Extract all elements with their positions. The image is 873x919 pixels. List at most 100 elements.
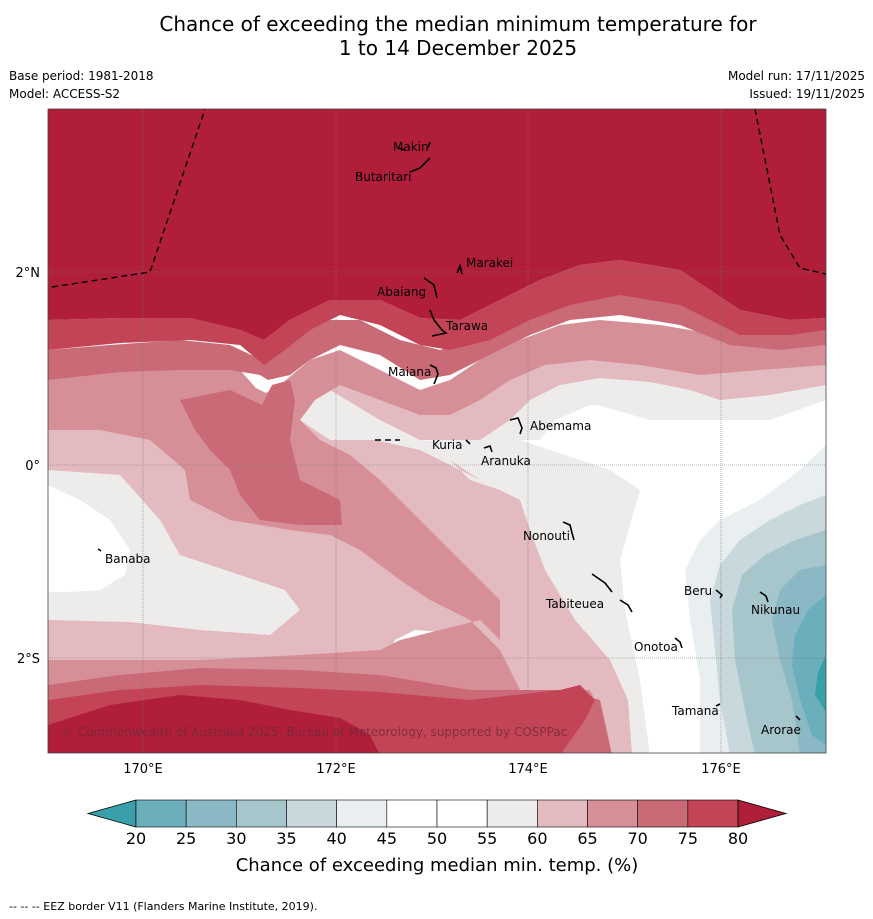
island-label-beru: Beru [684,584,712,598]
y-tick-2n: 2°N [16,266,41,281]
island-label-tamana: Tamana [671,704,719,718]
base-period: Base period: 1981-2018 [9,69,154,83]
island-outline-kuria [465,439,471,445]
island-label-nonouti: Nonouti [523,529,570,543]
island-outline-maiana [429,364,439,385]
island-label-onotoa: Onotoa [634,640,678,654]
island-outline-nonouti [562,521,575,541]
colorbar-cell-45-50 [386,799,438,828]
contour-25-30 [792,595,826,745]
island-outline-makin [397,147,406,151]
island-labels: Makin Butaritari Marakei Abaiang Tarawa … [105,140,801,737]
contour-above-80-south [48,695,379,753]
contour-70-75 [48,290,826,380]
colorbar-tick-75: 75 [678,829,698,848]
island-outline-tarawa [429,309,448,337]
model-run: Model run: 17/11/2025 [727,69,865,83]
colorbar-extend-low [86,799,137,828]
colorbar-tick-80: 80 [728,829,748,848]
colorbar-tick-labels: 20 25 30 35 40 45 50 55 60 65 70 75 80 [126,829,748,848]
footer-note: -- -- -- EEZ border V11 (Flanders Marine… [9,900,318,913]
colorbar-cells [86,799,788,828]
island-outline-nikunau [759,591,769,603]
island-outline-marakei [456,263,463,275]
meta-left: Base period: 1981-2018 Model: ACCESS-S2 [9,68,154,104]
white-pocket-west [48,485,130,592]
eez-borders [51,109,826,441]
map-frame [47,108,827,754]
island-label-nikunau: Nikunau [751,603,800,617]
colorbar-cell-20-25 [135,799,187,828]
island-outline-beru [715,589,724,599]
island-label-butaritari: Butaritari [355,170,412,184]
colorbar-tick-50: 50 [427,829,447,848]
island-outline-makin-2 [427,141,431,149]
island-label-aranuka: Aranuka [481,454,531,468]
contour-65-70-upper [48,320,826,430]
colorbar-cell-70-75 [637,799,689,828]
island-outline-abemama [509,417,523,435]
contour-75-80 [48,260,826,365]
island-outlines [97,141,801,721]
island-outline-tamana [715,703,721,707]
graticule [48,109,826,753]
axis-labels: 170°E 172°E 174°E 176°E 2°N 0° 2°S [16,266,741,777]
model-name: Model: ACCESS-S2 [9,87,121,101]
island-label-makin: Makin [393,140,429,154]
x-tick-176e: 176°E [701,762,741,777]
island-outline-arorae [795,715,801,721]
x-tick-172e: 172°E [316,762,356,777]
map-title: Chance of exceeding the median minimum t… [0,12,873,60]
island-label-marakei: Marakei [466,256,513,270]
colorbar: 20 25 30 35 40 45 50 55 60 65 70 75 80 Chance of exc… [86,799,788,876]
colorbar-tick-55: 55 [477,829,497,848]
issued-date: Issued: 19/11/2025 [749,87,865,101]
x-tick-174e: 174°E [508,762,548,777]
colorbar-tick-65: 65 [577,829,597,848]
y-tick-0: 0° [25,459,40,474]
white-pocket-east [555,412,628,455]
island-outline-onotoa [674,637,683,649]
island-outline-banaba [97,548,102,552]
contour-55-60-core [375,440,620,550]
colorbar-tick-30: 30 [226,829,246,848]
contour-70-75-inner [180,380,342,525]
colorbar-cell-40-45 [336,799,388,828]
island-label-banaba: Banaba [105,552,151,566]
contour-65-70 [48,365,612,753]
island-label-abemama: Abemama [530,419,591,433]
colorbar-tick-35: 35 [276,829,296,848]
contour-20-25 [815,655,826,712]
island-outline-tabiteuea-2 [619,599,633,613]
colorbar-tick-60: 60 [527,829,547,848]
island-label-abaiang: Abaiang [377,285,426,299]
title-line-2: 1 to 14 December 2025 [338,36,578,60]
colorbar-tick-20: 20 [126,829,146,848]
colorbar-extend-high [737,799,788,828]
island-label-tarawa: Tarawa [445,319,488,333]
island-outline-aranuka [483,444,493,453]
meta-right: Model run: 17/11/2025 Issued: 19/11/2025 [728,68,865,104]
colorbar-cell-25-30 [185,799,237,828]
colorbar-tick-25: 25 [176,829,196,848]
colorbar-tick-70: 70 [627,829,647,848]
copyright-text: © Commonwealth of Australia 2025, Bureau… [62,725,567,739]
colorbar-cell-50-55 [436,799,488,828]
colorbar-cell-55-60 [486,799,538,828]
island-label-kuria: Kuria [432,438,463,452]
colorbar-label: Chance of exceeding median min. temp. (%… [236,855,639,876]
title-line-1: Chance of exceeding the median minimum t… [159,12,757,36]
colorbar-tick-40: 40 [326,829,346,848]
colorbar-cell-60-65 [537,799,588,828]
colorbar-tick-45: 45 [377,829,397,848]
island-outline-butaritari [409,157,431,173]
island-outline-abaiang [423,277,438,299]
colorbar-cell-75-80 [687,799,739,828]
island-label-tabiteuea: Tabiteuea [545,597,604,611]
x-tick-170e: 170°E [123,762,163,777]
y-tick-2s: 2°S [17,652,40,667]
contour-above-80-north [48,109,826,340]
island-label-arorae: Arorae [761,723,801,737]
island-outline-tabiteuea [591,573,613,593]
